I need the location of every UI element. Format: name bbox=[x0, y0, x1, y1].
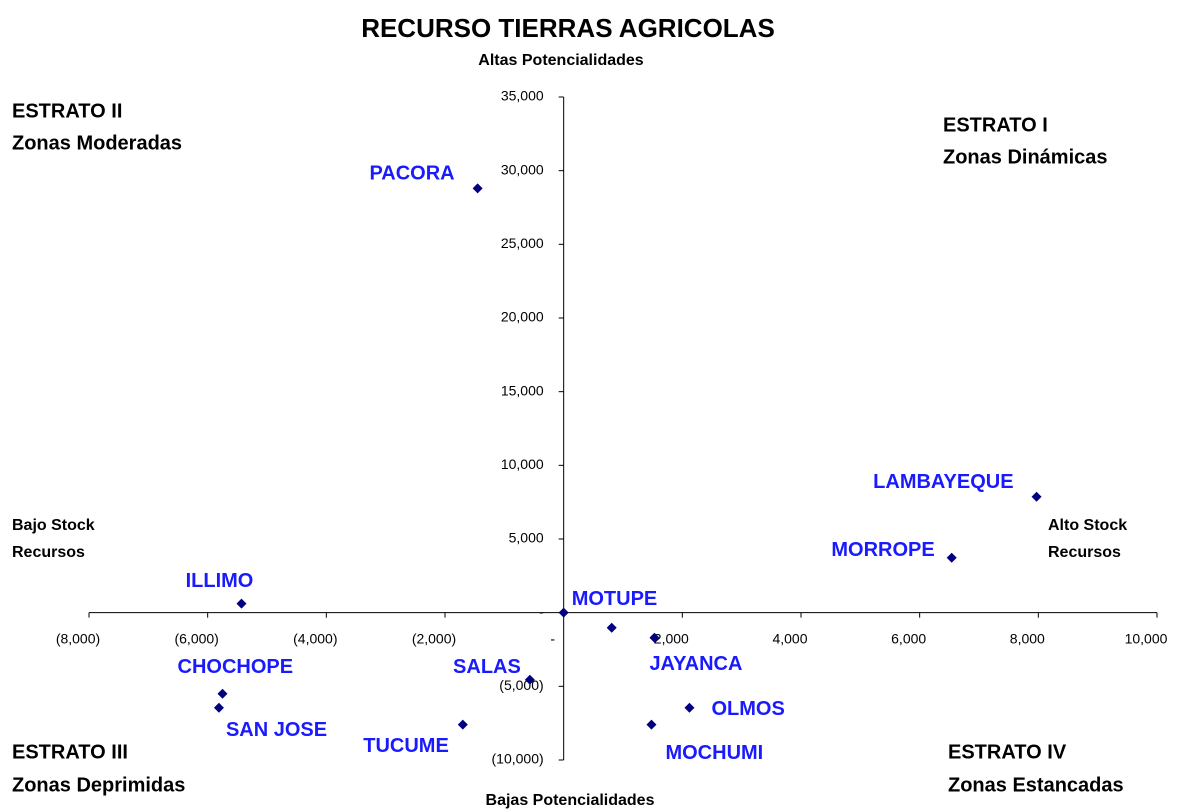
quadrant-label: ESTRATO IV bbox=[948, 741, 1067, 763]
x-tick-label: - bbox=[550, 630, 555, 646]
x-tick-label: (2,000) bbox=[412, 630, 456, 646]
x-tick-label: 8,000 bbox=[1010, 630, 1045, 646]
point bbox=[213, 702, 224, 713]
y-tick-label: 25,000 bbox=[501, 235, 544, 251]
y-tick-label: (10,000) bbox=[492, 751, 544, 767]
point bbox=[684, 702, 695, 713]
point-label: SALAS bbox=[453, 656, 521, 678]
quadrant-label: Zonas Deprimidas bbox=[12, 774, 185, 796]
y-tick-label: 15,000 bbox=[501, 382, 544, 398]
y-tick-label: 35,000 bbox=[501, 88, 544, 104]
point-label: JAYANCA bbox=[649, 653, 742, 675]
y-top-label: Altas Potencialidades bbox=[478, 52, 643, 69]
point-label: PACORA bbox=[369, 163, 454, 185]
point-label: MOTUPE bbox=[572, 588, 658, 610]
point bbox=[946, 552, 957, 563]
y-tick-label: 5,000 bbox=[509, 530, 544, 546]
quadrant-label: Zonas Moderadas bbox=[12, 132, 182, 154]
point bbox=[236, 598, 247, 609]
point-label: MOCHUMI bbox=[665, 742, 763, 764]
point-label: OLMOS bbox=[711, 698, 784, 720]
y-bottom-label: Bajas Potencialidades bbox=[486, 792, 655, 809]
point-label: CHOCHOPE bbox=[178, 656, 294, 678]
x-tick-label: 10,000 bbox=[1125, 630, 1168, 646]
y-tick-label: 20,000 bbox=[501, 309, 544, 325]
x-tick-label: (6,000) bbox=[174, 630, 218, 646]
x-tick-label: (4,000) bbox=[293, 630, 337, 646]
point bbox=[558, 607, 569, 618]
point-label: MORROPE bbox=[831, 539, 934, 561]
quadrant-label: Zonas Estancadas bbox=[948, 774, 1124, 796]
point bbox=[472, 183, 483, 194]
x-tick-label: 2,000 bbox=[654, 630, 689, 646]
point bbox=[606, 622, 617, 633]
point-label: TUCUME bbox=[363, 735, 449, 757]
point bbox=[649, 632, 660, 643]
x-tick-label: 4,000 bbox=[772, 630, 807, 646]
point-label: SAN JOSE bbox=[226, 719, 327, 741]
x-left-label: Bajo Stock bbox=[12, 517, 95, 534]
x-tick-label: (8,000) bbox=[56, 630, 100, 646]
point bbox=[217, 688, 228, 699]
x-left-label: Recursos bbox=[12, 544, 85, 561]
x-tick-label: 6,000 bbox=[891, 630, 926, 646]
point bbox=[524, 674, 535, 685]
point bbox=[457, 719, 468, 730]
y-tick-label: (5,000) bbox=[499, 677, 543, 693]
x-right-label: Alto Stock bbox=[1048, 517, 1127, 534]
point-label: ILLIMO bbox=[186, 570, 254, 592]
y-tick-label: 10,000 bbox=[501, 456, 544, 472]
quadrant-label: Zonas Dinámicas bbox=[943, 146, 1108, 168]
y-tick-label: 30,000 bbox=[501, 161, 544, 177]
x-right-label: Recursos bbox=[1048, 544, 1121, 561]
chart-title: RECURSO TIERRAS AGRICOLAS bbox=[361, 13, 775, 43]
point-label: LAMBAYEQUE bbox=[873, 471, 1013, 493]
quadrant-label: ESTRATO II bbox=[12, 100, 122, 122]
point bbox=[1031, 491, 1042, 502]
quadrant-label: ESTRATO III bbox=[12, 741, 128, 763]
y-tick-label: - bbox=[539, 603, 544, 619]
quadrant-label: ESTRATO I bbox=[943, 114, 1048, 136]
point bbox=[646, 719, 657, 730]
